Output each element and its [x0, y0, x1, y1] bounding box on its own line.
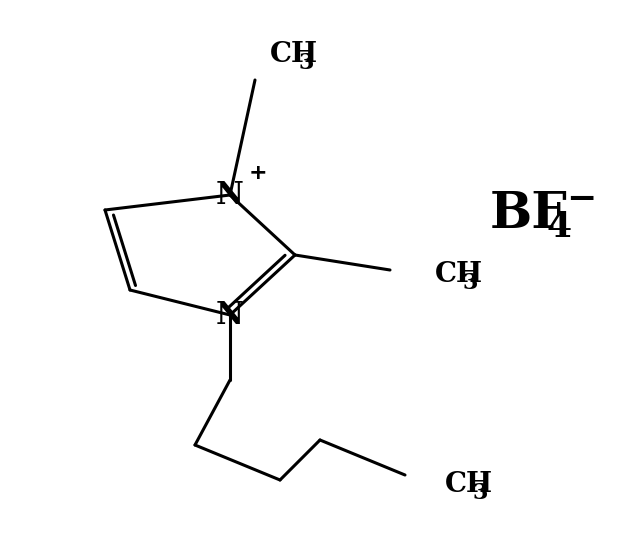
Text: BF: BF: [490, 190, 568, 239]
Text: CH: CH: [435, 262, 483, 288]
Text: CH: CH: [270, 41, 318, 69]
Text: 3: 3: [463, 272, 478, 294]
Text: −: −: [566, 182, 596, 216]
Text: N: N: [216, 180, 244, 210]
Text: 3: 3: [298, 52, 314, 74]
Text: +: +: [249, 163, 268, 183]
Text: 4: 4: [546, 210, 571, 244]
Text: N: N: [216, 300, 244, 330]
Text: 3: 3: [473, 482, 488, 504]
Text: CH: CH: [445, 472, 493, 498]
